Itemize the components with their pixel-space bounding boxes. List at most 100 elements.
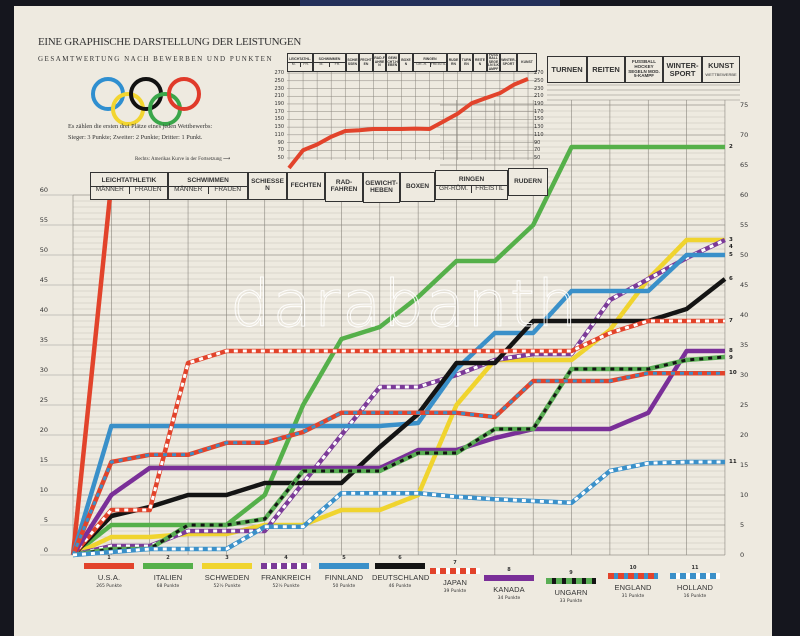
series-line-ungarn bbox=[72, 354, 726, 558]
header-label: LEICHTATHL. bbox=[289, 56, 311, 61]
y-tick-right: 60 bbox=[740, 191, 749, 199]
legend-country: ENGLAND bbox=[614, 583, 652, 592]
upper-y-tick-left: 230 bbox=[274, 85, 284, 92]
header-label: RUDERN bbox=[514, 177, 542, 185]
header-label: WINTER-SPORT bbox=[666, 60, 699, 78]
series-line-holland bbox=[72, 459, 725, 558]
header-sublabel: FREISTIL bbox=[471, 185, 507, 193]
legend-item: 11 HOLLAND 16 Punkte bbox=[667, 565, 723, 599]
upper-header-fechten: FECHTEN bbox=[359, 53, 373, 72]
legend-country: HOLLAND bbox=[676, 583, 714, 592]
upper-header-reiten: REITEN bbox=[473, 53, 487, 72]
header-boxen: BOXEN bbox=[400, 172, 435, 202]
series-end-label: 7 bbox=[729, 318, 733, 324]
header-rudern: RUDERN bbox=[508, 168, 548, 196]
legend-rank: 6 bbox=[398, 555, 402, 561]
upper-y-tick-left: 130 bbox=[274, 124, 284, 131]
legend-swatch bbox=[143, 563, 193, 569]
series-end-label: 2 bbox=[729, 144, 733, 150]
header-label: RINGEN bbox=[458, 176, 485, 184]
header-label: GEWICHT-HEBEN bbox=[387, 56, 398, 68]
header-wintersport: WINTER-SPORT bbox=[663, 56, 702, 83]
upper-y-tick-right: 250 bbox=[534, 77, 544, 84]
series-end-label: 9 bbox=[729, 355, 733, 361]
upper-chart-grid bbox=[287, 72, 740, 160]
legend-rank: 4 bbox=[284, 555, 288, 561]
legend-points: 68 Punkte bbox=[156, 584, 180, 589]
header-label: REITEN bbox=[475, 57, 485, 66]
series-line-finnland bbox=[70, 252, 725, 556]
y-tick-right: 10 bbox=[740, 491, 749, 499]
scoring-info-line2: Sieger: 3 Punkte; Zweiter: 2 Punkte; Dri… bbox=[68, 134, 203, 141]
header-sublabel: GR.-R. bbox=[416, 62, 428, 67]
legend-item: 5 FINNLAND 50 Punkte bbox=[316, 555, 372, 589]
upper-y-tick-right: 50 bbox=[534, 155, 541, 161]
header-sublabel: GR-RÖM. bbox=[439, 185, 468, 192]
header-reiten: REITEN bbox=[587, 56, 625, 83]
y-tick-right: 55 bbox=[740, 221, 749, 229]
y-tick-right: 65 bbox=[740, 161, 749, 169]
header-label: SCHIESSEN bbox=[251, 178, 284, 192]
header-sublabel: M. bbox=[291, 62, 296, 67]
legend-item: 2 ITALIEN 68 Punkte bbox=[140, 555, 196, 589]
legend-country: SCHWEDEN bbox=[204, 573, 250, 582]
y-tick-left: 40 bbox=[39, 306, 48, 314]
legend-points: 39 Punkte bbox=[443, 589, 467, 594]
legend-swatch bbox=[319, 563, 369, 569]
upper-y-tick-left: 110 bbox=[274, 131, 284, 138]
header-sublabel: FR. bbox=[329, 63, 345, 68]
upper-y-tick-right: 150 bbox=[534, 116, 544, 123]
header-leichtathletik: LEICHTATHLETIK MÄNNER FRAUEN bbox=[90, 172, 168, 200]
y-tick-right: 5 bbox=[740, 521, 745, 529]
legend-points: 34 Punkte bbox=[497, 596, 521, 601]
y-tick-left: 35 bbox=[39, 336, 48, 344]
legend-item: 8 KANADA 34 Punkte bbox=[481, 567, 537, 601]
y-tick-right: 20 bbox=[740, 431, 749, 439]
legend-country: DEUTSCHLAND bbox=[372, 573, 430, 582]
header-label: WINTER-SPORT bbox=[501, 57, 516, 66]
upper-y-tick-right: 270 bbox=[534, 70, 544, 77]
upper-series-lines bbox=[287, 77, 529, 170]
legend-country: ITALIEN bbox=[153, 573, 183, 582]
y-tick-right: 30 bbox=[740, 371, 749, 379]
series-line-japan-dash bbox=[71, 319, 725, 556]
upper-header-boxen: BOXEN bbox=[399, 53, 413, 72]
upper-y-tick-right: 90 bbox=[534, 139, 541, 146]
header-label: RUDERN bbox=[448, 57, 459, 66]
y-tick-right: 45 bbox=[740, 281, 749, 289]
legend-points: 50 Punkte bbox=[332, 584, 356, 589]
series-line-italien bbox=[71, 144, 725, 557]
header-label: SCHIESSEN bbox=[347, 57, 358, 66]
series-line-frankreich-dash bbox=[72, 238, 726, 557]
header-sublabel: WETTBEWERBE bbox=[705, 71, 737, 77]
header-gewichtheben: GEWICHT-HEBEN bbox=[363, 172, 400, 203]
y-tick-right: 15 bbox=[740, 461, 749, 469]
header-label: REITEN bbox=[592, 64, 620, 74]
y-tick-right: 25 bbox=[740, 401, 749, 409]
y-tick-right: 50 bbox=[740, 251, 749, 259]
book-edge bbox=[300, 0, 560, 8]
upper-y-tick-left: 50 bbox=[277, 155, 284, 161]
legend-item: 10 ENGLAND 31 Punkte bbox=[605, 565, 661, 599]
series-end-label: 10 bbox=[729, 370, 737, 377]
upper-header-gewichtheben: GEWICHT-HEBEN bbox=[386, 53, 399, 72]
legend-item: 7 JAPAN 39 Punkte bbox=[427, 560, 483, 594]
legend-rank: 1 bbox=[107, 555, 111, 561]
upper-series-line-usa bbox=[287, 77, 529, 170]
y-tick-left: 50 bbox=[39, 246, 48, 254]
legend-country: U.S.A. bbox=[97, 573, 121, 582]
upper-header-schwimmen: SCHWIMMEN M. FR. bbox=[313, 53, 346, 72]
header-sublabel: MÄNNER bbox=[95, 186, 124, 193]
header-turnen: TURNEN bbox=[547, 56, 587, 83]
upper-y-tick-left: 250 bbox=[274, 77, 284, 84]
legend-points: 52½ Punkte bbox=[213, 584, 241, 589]
upper-header-ringen: RINGEN GR.-R. FREISTIL bbox=[413, 53, 447, 72]
header-label: FECHTEN bbox=[360, 57, 372, 66]
header-label: LEICHTATHLETIK bbox=[101, 177, 157, 185]
y-tick-left: 20 bbox=[39, 426, 48, 434]
upper-header-turnen: TURNEN bbox=[460, 53, 473, 72]
legend-rank: 5 bbox=[342, 555, 346, 561]
upper-header-wintersport: WINTER-SPORT bbox=[500, 53, 517, 72]
y-tick-left: 25 bbox=[39, 396, 48, 404]
